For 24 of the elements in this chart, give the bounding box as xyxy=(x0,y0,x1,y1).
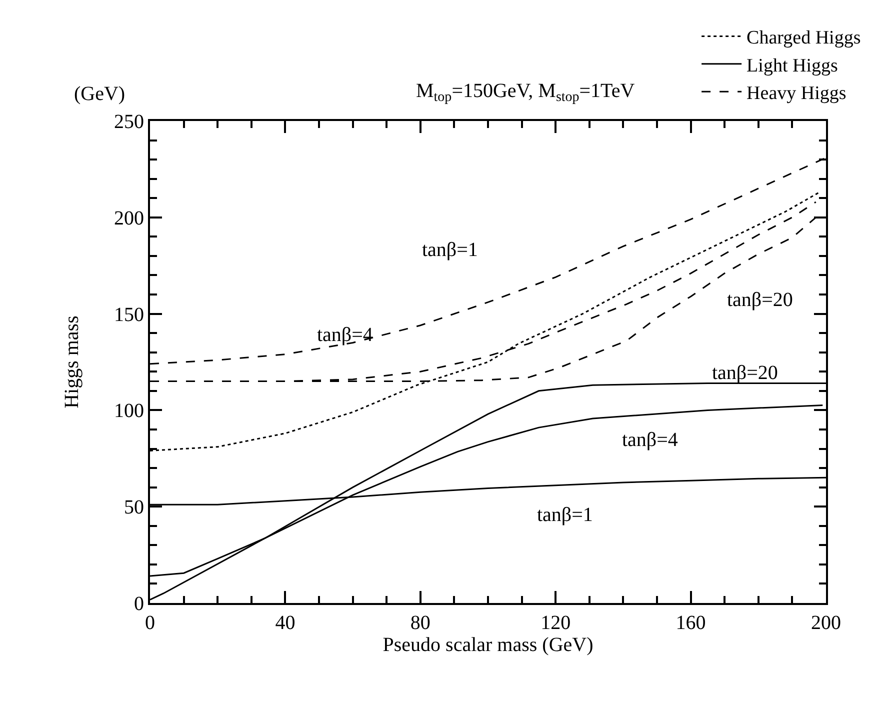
x-tick-label: 80 xyxy=(410,612,430,634)
y-tick-label: 200 xyxy=(114,207,144,230)
text: (GeV) xyxy=(74,83,126,105)
y-tick-label: 0 xyxy=(134,593,144,615)
annotation: tanβ=1 xyxy=(537,504,593,526)
x-tick-label: 160 xyxy=(676,612,706,634)
annotation: tanβ=20 xyxy=(712,362,778,384)
y-tick-label: 50 xyxy=(124,496,144,519)
x-axis-title: Pseudo scalar mass (GeV) xyxy=(382,634,594,656)
annotation: tanβ=1 xyxy=(422,239,478,261)
y-tick-label: 100 xyxy=(114,400,144,422)
legend-label: Light Higgs xyxy=(746,55,838,76)
annotation: tanβ=4 xyxy=(317,324,373,346)
legend-label: Heavy Higgs xyxy=(746,83,846,104)
x-tick-label: 200 xyxy=(811,612,841,634)
y-axis-title: Higgs mass xyxy=(61,315,83,408)
legend-label: Charged Higgs xyxy=(746,28,861,49)
y-tick-label: 250 xyxy=(114,111,144,133)
x-tick-label: 40 xyxy=(275,612,296,634)
y-tick-label: 150 xyxy=(114,304,144,326)
annotation: tanβ=20 xyxy=(727,289,793,311)
annotation: tanβ=4 xyxy=(622,429,678,451)
x-tick-label: 120 xyxy=(540,612,571,634)
chart-subtitle: M$_{top}$=150GeV, M$_{stop}$=1TeV xyxy=(416,80,636,106)
